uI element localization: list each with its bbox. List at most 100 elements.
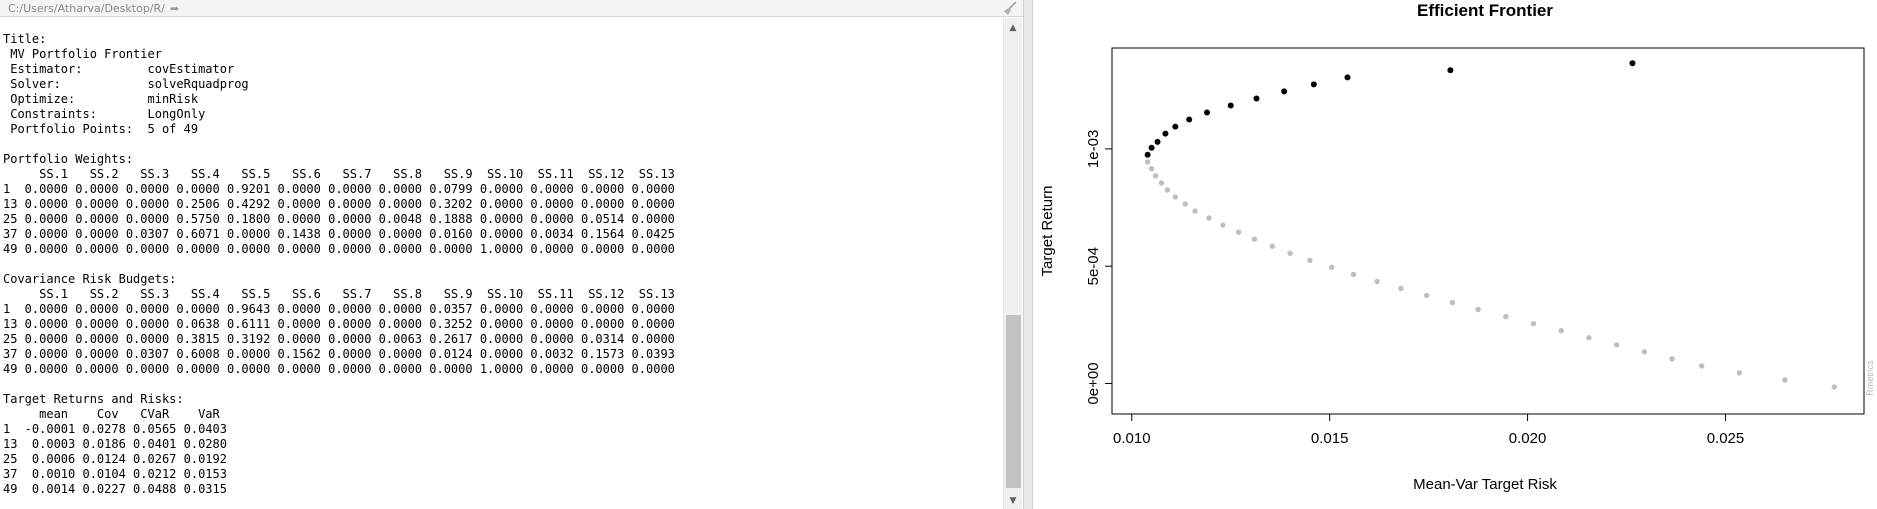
- go-to-directory-icon[interactable]: ➦: [169, 2, 180, 15]
- console-pane[interactable]: C:/Users/Atharva/Desktop/R/ ➦ Title: MV P…: [0, 0, 1023, 509]
- inefficient-point: [1220, 222, 1226, 228]
- scrollbar-thumb[interactable]: [1006, 315, 1021, 488]
- efficient-frontier-chart: Efficient Frontier 0.010 0.015 0.020 0.025 …: [1039, 1, 1875, 493]
- y-tick-label: 0e+00: [1085, 362, 1102, 404]
- console-line: 37 0.0000 0.0000 0.0307 0.6008 0.0000 0.…: [3, 347, 675, 361]
- rmetrics-watermark: Rmetrics: [1865, 360, 1875, 396]
- scroll-down-icon[interactable]: ▼: [1009, 496, 1017, 506]
- inefficient-point: [1782, 377, 1788, 383]
- efficient-point: [1281, 88, 1288, 95]
- y-axis: 0e+00 5e-04 1e-03: [1085, 130, 1113, 405]
- efficient-point: [1148, 144, 1155, 151]
- console-line: MV Portfolio Frontier: [3, 47, 162, 61]
- inefficient-point: [1586, 335, 1592, 341]
- x-tick-label: 0.020: [1509, 430, 1547, 447]
- frontier-points: [1144, 60, 1838, 390]
- console-line: 1 0.0000 0.0000 0.0000 0.0000 0.9201 0.0…: [3, 182, 675, 196]
- console-line: 1 -0.0001 0.0278 0.0565 0.0403: [3, 422, 227, 436]
- inefficient-point: [1699, 363, 1705, 369]
- console-line: 37 0.0000 0.0000 0.0307 0.6071 0.0000 0.…: [3, 227, 675, 241]
- efficient-point: [1344, 74, 1351, 81]
- inefficient-point: [1374, 278, 1380, 285]
- inefficient-point: [1269, 243, 1275, 249]
- y-tick-label: 1e-03: [1085, 130, 1102, 168]
- x-axis-label: Mean-Var Target Risk: [1413, 476, 1557, 493]
- console-scrollbar[interactable]: ▲ ▼: [1003, 18, 1022, 509]
- x-axis: 0.010 0.015 0.020 0.025: [1113, 413, 1745, 447]
- efficient-point: [1172, 123, 1179, 130]
- scroll-up-icon[interactable]: ▲: [1009, 23, 1017, 33]
- x-tick-label: 0.015: [1311, 430, 1349, 447]
- console-line: 13 0.0000 0.0000 0.0000 0.2506 0.4292 0.…: [3, 197, 675, 211]
- console-line: Target Returns and Risks:: [3, 392, 184, 406]
- efficient-point: [1310, 81, 1317, 88]
- inefficient-point: [1530, 320, 1537, 327]
- y-tick-label: 5e-04: [1085, 247, 1102, 285]
- inefficient-point: [1164, 187, 1171, 193]
- inefficient-point: [1398, 285, 1404, 292]
- console-line: Solver: solveRquadprog: [3, 77, 249, 91]
- inefficient-point: [1235, 229, 1242, 235]
- console-line: 13 0.0000 0.0000 0.0000 0.0638 0.6111 0.…: [3, 317, 675, 331]
- inefficient-point: [1350, 271, 1357, 278]
- efficient-point: [1227, 102, 1234, 109]
- inefficient-point: [1449, 299, 1456, 306]
- efficient-point: [1154, 138, 1161, 145]
- x-tick-label: 0.025: [1707, 430, 1745, 447]
- inefficient-point: [1558, 328, 1564, 334]
- efficient-point: [1447, 67, 1454, 74]
- console-line: Portfolio Points: 5 of 49: [3, 122, 199, 136]
- efficient-point: [1162, 130, 1169, 137]
- inefficient-point: [1287, 250, 1293, 256]
- console-line: 49 0.0014 0.0227 0.0488 0.0315: [3, 482, 227, 496]
- plot-frame: [1111, 47, 1865, 415]
- console-line: SS.1 SS.2 SS.3 SS.4 SS.5 SS.6 SS.7 SS.8 …: [3, 167, 675, 181]
- console-line: Optimize: minRisk: [3, 92, 199, 106]
- console-line: Title:: [3, 32, 47, 46]
- console-line: 25 0.0000 0.0000 0.0000 0.5750 0.1800 0.…: [3, 212, 675, 226]
- console-line: 49 0.0000 0.0000 0.0000 0.0000 0.0000 0.…: [3, 362, 675, 376]
- working-directory-path[interactable]: C:/Users/Atharva/Desktop/R/: [8, 2, 165, 15]
- clear-console-icon[interactable]: [1001, 0, 1019, 16]
- console-output[interactable]: Title: MV Portfolio Frontier Estimator: …: [3, 32, 1003, 497]
- inefficient-point: [1328, 264, 1335, 271]
- console-line: mean Cov CVaR VaR: [3, 407, 220, 421]
- inefficient-point: [1144, 159, 1151, 165]
- y-axis-label: Target Return: [1039, 186, 1056, 277]
- efficient-point: [1629, 60, 1636, 67]
- inefficient-point: [1423, 292, 1430, 299]
- console-line: 49 0.0000 0.0000 0.0000 0.0000 0.0000 0.…: [3, 242, 675, 256]
- console-line: 37 0.0010 0.0104 0.0212 0.0153: [3, 467, 227, 481]
- inefficient-point: [1206, 215, 1212, 221]
- inefficient-point: [1831, 384, 1838, 390]
- inefficient-point: [1503, 313, 1509, 320]
- inefficient-point: [1669, 356, 1675, 362]
- console-line: [3, 377, 1003, 392]
- console-line: 25 0.0006 0.0124 0.0267 0.0192: [3, 452, 227, 466]
- pane-splitter[interactable]: [1023, 0, 1033, 509]
- inefficient-point: [1172, 194, 1179, 200]
- efficient-point: [1203, 109, 1210, 116]
- console-line: Covariance Risk Budgets:: [3, 272, 177, 286]
- inefficient-point: [1152, 173, 1159, 179]
- console-line: 13 0.0003 0.0186 0.0401 0.0280: [3, 437, 227, 451]
- console-line: Constraints: LongOnly: [3, 107, 206, 121]
- console-line: 25 0.0000 0.0000 0.0000 0.3815 0.3192 0.…: [3, 332, 675, 346]
- efficient-point: [1144, 151, 1151, 158]
- console-line: [3, 137, 1003, 152]
- console-header: C:/Users/Atharva/Desktop/R/ ➦: [0, 0, 1023, 17]
- efficient-point: [1253, 95, 1260, 102]
- chart-title: Efficient Frontier: [1417, 1, 1553, 20]
- x-tick-label: 0.010: [1113, 430, 1151, 447]
- inefficient-point: [1613, 342, 1620, 348]
- inefficient-point: [1182, 201, 1188, 207]
- plot-pane: Efficient Frontier 0.010 0.015 0.020 0.025 …: [1033, 0, 1877, 509]
- inefficient-point: [1251, 236, 1258, 242]
- inefficient-point: [1641, 349, 1648, 355]
- console-line: [3, 257, 1003, 272]
- console-line: 1 0.0000 0.0000 0.0000 0.0000 0.9643 0.0…: [3, 302, 675, 316]
- console-line: Portfolio Weights:: [3, 152, 134, 166]
- inefficient-point: [1475, 306, 1481, 313]
- inefficient-point: [1148, 166, 1155, 172]
- console-line: SS.1 SS.2 SS.3 SS.4 SS.5 SS.6 SS.7 SS.8 …: [3, 287, 675, 301]
